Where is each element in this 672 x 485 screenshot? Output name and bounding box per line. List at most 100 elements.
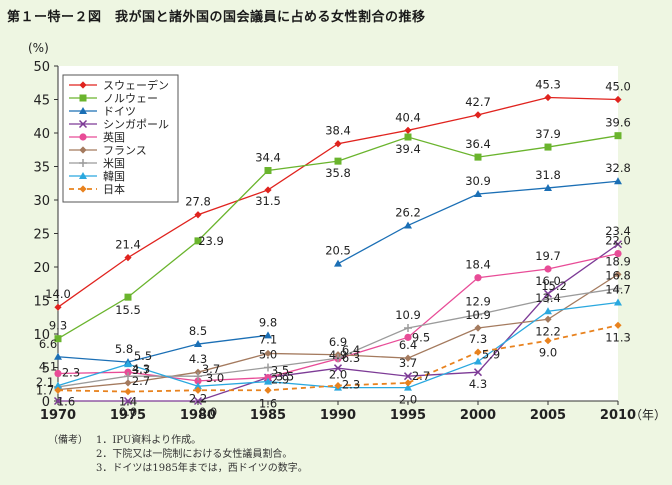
legend-marker — [79, 81, 87, 89]
data-label: 6.4 — [399, 338, 417, 352]
data-point — [403, 372, 413, 381]
legend-label: 韓国 — [103, 170, 125, 183]
data-point — [54, 352, 62, 360]
data-label: 39.6 — [605, 116, 631, 130]
data-point — [473, 368, 483, 377]
y-tick-label: 35 — [33, 161, 50, 176]
data-point — [264, 377, 272, 385]
data-point — [544, 337, 552, 345]
data-point — [124, 368, 132, 376]
data-label: 14.0 — [45, 287, 71, 301]
data-point — [474, 324, 482, 332]
data-label: 16.0 — [535, 274, 561, 288]
note-item: 1．IPU資料より作成。 — [96, 435, 202, 446]
figure-title: 第１ー特ー２図 我が国と諸外国の国会議員に占める女性割合の推移 — [7, 10, 426, 25]
legend-label: 英国 — [103, 130, 125, 144]
data-label: 9.0 — [539, 346, 557, 360]
data-point — [404, 323, 412, 332]
data-point — [194, 237, 202, 245]
data-label: 20.5 — [325, 244, 351, 258]
y-axis-label: (%) — [28, 41, 49, 55]
legend-marker — [79, 146, 87, 154]
legend-label: ノルウェー — [103, 92, 158, 105]
data-point — [404, 126, 412, 134]
note-item: 2．下院又は一院制における女性議員割合。 — [96, 449, 293, 460]
data-label: 2.7 — [412, 369, 430, 383]
legend-marker — [79, 159, 87, 167]
data-label: 2.0 — [329, 368, 347, 382]
data-point — [124, 372, 132, 381]
x-tick-label: 2010 — [600, 408, 636, 423]
data-label: 22.0 — [605, 234, 631, 248]
data-label: 1.6 — [57, 394, 75, 408]
legend-marker — [78, 119, 88, 129]
data-label: 4.3 — [469, 377, 487, 391]
data-point — [474, 274, 482, 282]
notes: （備考） 1．IPU資料より作成。 2．下院又は一院制における女性議員割合。 3．… — [48, 434, 308, 476]
data-point — [404, 133, 412, 141]
data-label: 21.4 — [115, 238, 141, 252]
data-label: 9.5 — [412, 330, 430, 344]
data-label: 0.0 — [119, 405, 137, 419]
data-label: 45.0 — [605, 80, 631, 94]
data-point — [54, 386, 62, 394]
data-point — [124, 388, 132, 396]
data-label: 32.8 — [605, 161, 631, 175]
data-label: 2.1 — [36, 375, 54, 389]
data-label: 31.5 — [255, 194, 281, 208]
legend-label: フランス — [103, 144, 147, 157]
data-label: 16.8 — [605, 268, 631, 282]
data-label: 15.5 — [115, 303, 141, 317]
data-point — [264, 363, 272, 372]
x-tick-label: 1985 — [250, 408, 286, 423]
data-label: 8.5 — [189, 324, 207, 338]
data-point — [613, 240, 623, 249]
data-label: 7.1 — [259, 332, 277, 346]
data-label: 2.9 — [271, 373, 289, 387]
data-label: 10.9 — [395, 308, 421, 322]
data-point — [544, 315, 552, 323]
data-point — [194, 386, 202, 394]
legend-marker — [79, 172, 87, 179]
data-point — [614, 95, 622, 104]
x-tick-label: 2005 — [530, 408, 566, 423]
data-label: 2.3 — [342, 378, 360, 392]
y-tick-label: 20 — [33, 261, 50, 276]
data-point — [474, 153, 482, 161]
data-label: 5.5 — [134, 349, 152, 363]
legend-marker — [79, 185, 87, 193]
data-point — [124, 379, 132, 387]
data-label: 9.3 — [49, 319, 67, 333]
data-label: 23.9 — [198, 234, 224, 248]
data-point — [544, 183, 552, 191]
data-point — [543, 289, 553, 298]
y-tick-label: 25 — [33, 228, 50, 243]
data-label: 3.0 — [206, 371, 224, 385]
data-label: 4.3 — [132, 362, 150, 376]
data-label: 27.8 — [185, 195, 211, 209]
data-label: 30.9 — [465, 174, 491, 188]
x-tick-label: 2000 — [460, 408, 496, 423]
data-label: 37.9 — [535, 127, 561, 141]
data-point — [193, 396, 203, 406]
series-line — [57, 334, 269, 363]
legend-label: ドイツ — [103, 105, 136, 118]
y-tick-label: 5 — [42, 362, 50, 377]
data-label: 4.1 — [39, 360, 57, 374]
data-label: 2.3 — [62, 366, 80, 380]
data-point — [194, 372, 202, 381]
data-point — [614, 132, 622, 140]
data-point — [544, 143, 552, 151]
data-point — [194, 382, 202, 390]
data-label: 1.7 — [36, 384, 54, 398]
data-label: 5.0 — [259, 348, 277, 362]
data-point — [474, 189, 482, 197]
data-label: 0.0 — [199, 405, 217, 419]
note-item: 3．ドイツは1985年までは，西ドイツの数字。 — [96, 463, 308, 474]
data-point — [54, 369, 62, 378]
y-tick-label: 15 — [33, 295, 50, 310]
data-label: 13.4 — [535, 291, 561, 305]
data-label: 3.5 — [276, 370, 294, 384]
data-label: 45.3 — [535, 77, 561, 91]
data-point — [53, 396, 63, 406]
